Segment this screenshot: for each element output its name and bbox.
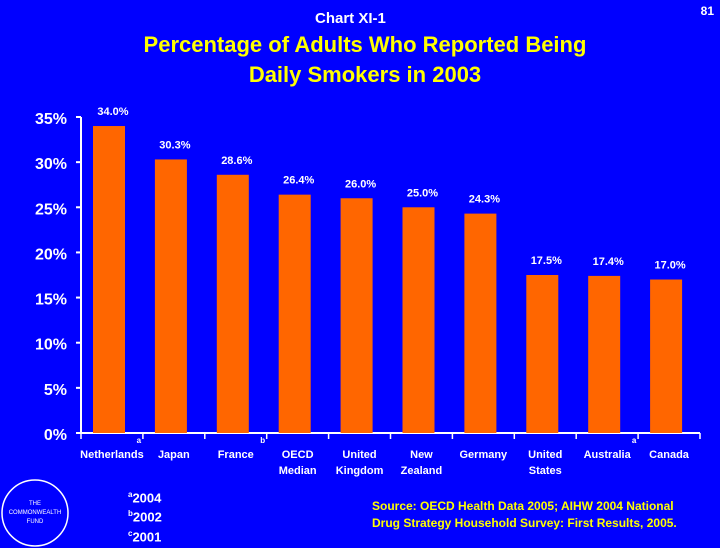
source-line-2: Drug Strategy Household Survey: First Re… (372, 516, 677, 530)
footnote-a-mark: a (128, 490, 133, 499)
x-tick-label: Australia (584, 449, 632, 461)
bar (154, 159, 187, 434)
x-tick-label: Japan (158, 449, 190, 461)
data-label: 24.3% (469, 194, 500, 206)
x-tick-label: Kingdom (336, 465, 384, 477)
chart-title-line-1: Percentage of Adults Who Reported Being (143, 32, 587, 57)
x-tick-label: France (218, 449, 254, 461)
y-tick-label: 35% (35, 111, 67, 128)
bar (650, 279, 683, 433)
x-tick-label: OECD (282, 449, 314, 461)
data-label: 28.6% (221, 155, 252, 167)
data-label: 30.3% (159, 139, 190, 151)
y-tick-label: 20% (35, 246, 67, 263)
logo-text-2: COMMONWEALTH (9, 510, 62, 516)
page-number: 81 (700, 4, 714, 18)
bar (588, 275, 621, 433)
y-tick-label: 25% (35, 201, 67, 218)
category-footnote-mark: a (632, 436, 637, 445)
chart-title-line-2: Daily Smokers in 2003 (248, 62, 482, 87)
footnote-a: a2004 (128, 487, 162, 506)
x-tick-label: Canada (649, 449, 690, 461)
logo-text-1: THE (29, 501, 41, 507)
data-label: 26.0% (345, 178, 376, 190)
chart-title: Percentage of Adults Who Reported Being … (60, 30, 670, 90)
footnotes: a2004 b2002 c2001 (128, 487, 162, 545)
footnote-c-mark: c (128, 528, 133, 538)
x-tick-label: Germany (459, 449, 508, 461)
commonwealth-fund-logo: THE COMMONWEALTH FUND (1, 479, 69, 547)
data-label: 17.0% (654, 260, 685, 272)
x-tick-label: Median (279, 465, 317, 477)
y-tick-label: 0% (44, 427, 67, 444)
category-footnote-mark: b (260, 436, 265, 445)
footnote-c-text: 2001 (132, 528, 162, 544)
y-tick-label: 10% (35, 337, 67, 354)
y-tick-label: 5% (44, 382, 67, 399)
x-tick-label: States (529, 465, 562, 477)
bar (93, 126, 125, 434)
x-tick-label: New (410, 449, 433, 461)
footnote-b: b2002 (128, 506, 162, 525)
bar (526, 275, 559, 433)
data-label: 17.4% (593, 256, 624, 268)
x-tick-label: United (342, 449, 376, 461)
y-tick-label: 30% (35, 156, 67, 173)
bar (464, 213, 497, 433)
chart-number-label: Chart XI-1 (315, 10, 386, 27)
logo-text-3: FUND (27, 519, 44, 525)
source-line-1: Source: OECD Health Data 2005; AIHW 2004… (372, 499, 674, 513)
bar (278, 194, 311, 433)
bar (216, 174, 249, 434)
data-label: 34.0% (97, 106, 128, 118)
bar (402, 207, 435, 433)
data-label: 25.0% (407, 187, 438, 199)
data-label: 17.5% (531, 255, 562, 267)
x-tick-label: Netherlands (80, 449, 144, 461)
footnote-b-mark: b (128, 509, 133, 519)
footnote-a-text: 2004 (132, 490, 162, 506)
footnote-b-text: 2002 (132, 509, 162, 525)
source-note: Source: OECD Health Data 2005; AIHW 2004… (372, 498, 717, 532)
category-footnote-mark: a (137, 436, 142, 445)
footnote-c: c2001 (128, 526, 162, 545)
data-label: 26.4% (283, 175, 314, 187)
bar (340, 198, 373, 433)
x-tick-label: United (528, 449, 562, 461)
y-tick-label: 15% (35, 292, 67, 309)
x-tick-label: Zealand (401, 465, 443, 477)
